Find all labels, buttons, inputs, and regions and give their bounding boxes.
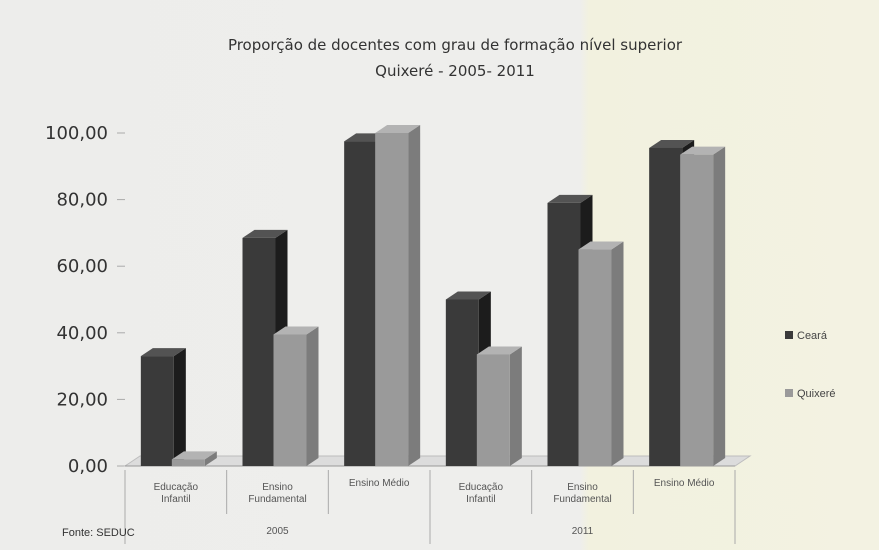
bar-front (649, 147, 683, 467)
category-label: Educação (459, 482, 504, 493)
category-label: Ensino Médio (349, 478, 410, 489)
group-label: 2005 (266, 526, 289, 537)
bar-top (273, 326, 319, 335)
legend-swatch (785, 331, 793, 339)
category-label: Fundamental (553, 494, 611, 505)
bar-front (445, 299, 479, 466)
bar-top (578, 241, 624, 250)
bar-quixer-4 (578, 241, 624, 466)
bar-front (578, 249, 612, 466)
bar-top (680, 146, 726, 155)
bar-quixer-3 (476, 346, 522, 466)
bar-front (547, 202, 581, 466)
bar-cear-0 (140, 348, 186, 466)
bar-top (140, 348, 186, 357)
bars-layer (140, 125, 726, 467)
bar-side (173, 348, 186, 466)
y-tick-label: 20,00 (56, 389, 108, 410)
source-note: Fonte: SEDUC (62, 527, 135, 539)
bar-side (713, 146, 726, 466)
category-label: Ensino (567, 482, 598, 493)
y-tick-label: 80,00 (56, 190, 108, 211)
bar-side (306, 326, 319, 466)
category-axis: EducaçãoInfantilEnsinoFundamentalEnsino … (124, 470, 736, 544)
bar-front (680, 154, 714, 466)
y-tick-label: 60,00 (56, 256, 108, 277)
bar-front (476, 354, 510, 466)
bar-top (476, 346, 522, 355)
bar-top (445, 291, 491, 300)
chart-title: Proporção de docentes com grau de formaç… (228, 36, 683, 54)
bar-front (273, 334, 307, 466)
bar-top (171, 451, 217, 460)
group-label: 2011 (572, 526, 594, 537)
y-tick-label: 0,00 (68, 456, 108, 477)
bar-front (375, 133, 409, 466)
bar-front (344, 141, 378, 466)
bar-quixer-5 (680, 146, 726, 466)
y-tick-label: 40,00 (56, 323, 108, 344)
bar-cear-3 (445, 291, 491, 466)
category-label: Ensino (262, 482, 293, 493)
bar-front (171, 459, 205, 466)
category-label: Educação (154, 482, 199, 493)
bar-quixer-0 (171, 451, 217, 466)
bar-side (204, 451, 217, 466)
category-label: Fundamental (248, 494, 306, 505)
bar-top (547, 194, 593, 203)
bar-side (509, 346, 522, 466)
bar-top (649, 139, 695, 148)
bar-top (375, 125, 421, 133)
bar-side (408, 125, 421, 466)
bar-top (242, 229, 288, 238)
legend-label: Quixeré (797, 388, 836, 400)
legend: Ceará Quixeré (785, 330, 836, 400)
bar-front (140, 356, 174, 466)
bar-quixer-1 (273, 326, 319, 466)
legend-label: Ceará (797, 330, 828, 342)
bar-quixer-2 (375, 125, 421, 466)
category-label: Infantil (161, 494, 190, 505)
category-label: Ensino Médio (654, 478, 715, 489)
y-tick-label: 100,00 (45, 123, 108, 144)
bar-side (611, 241, 624, 466)
chart-subtitle: Quixeré - 2005- 2011 (375, 62, 535, 80)
legend-swatch (785, 389, 793, 397)
category-label: Infantil (466, 494, 495, 505)
bar-front (242, 237, 276, 466)
